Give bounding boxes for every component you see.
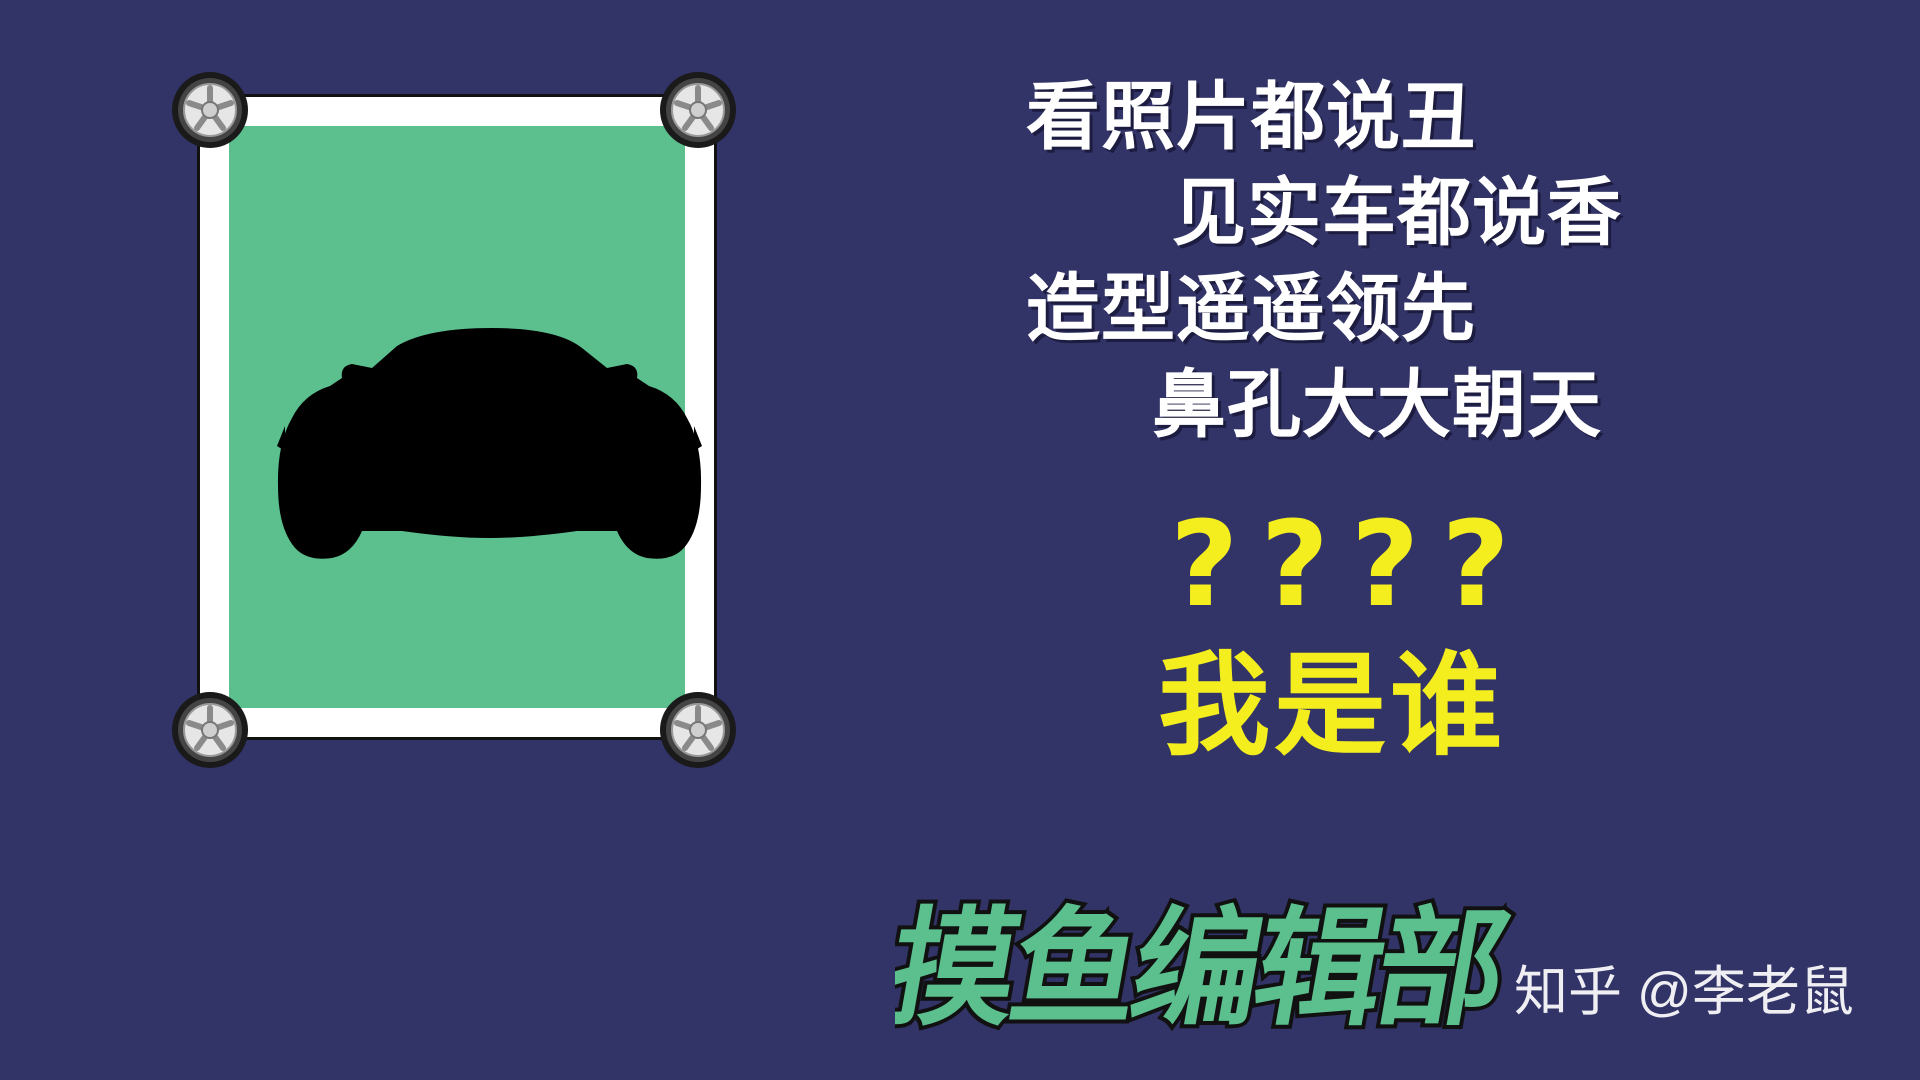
mystery-car-card <box>197 94 717 740</box>
slogan-line-3: 造型遥遥领先 <box>1026 266 1476 352</box>
tire-icon <box>658 690 738 770</box>
tire-icon <box>170 70 250 150</box>
who-am-i-text: 我是谁 <box>1158 641 1506 771</box>
tire-icon <box>658 70 738 150</box>
car-silhouette <box>277 328 702 559</box>
slogan-line-1: 看照片都说丑 <box>1026 74 1476 160</box>
moyu-editorial-logo: 摸鱼编辑部 <box>895 891 1519 1045</box>
question-marks: ???? <box>1170 495 1532 633</box>
card-green-panel <box>229 126 702 708</box>
slogan-line-4: 鼻孔大大朝天 <box>1152 362 1602 448</box>
tire-icon <box>170 690 250 770</box>
slogan-line-2: 见实车都说香 <box>1172 170 1622 256</box>
svg-text:摸鱼编辑部: 摸鱼编辑部 <box>895 895 1515 1044</box>
zhihu-watermark: 知乎 @李老鼠 <box>1514 962 1854 1022</box>
